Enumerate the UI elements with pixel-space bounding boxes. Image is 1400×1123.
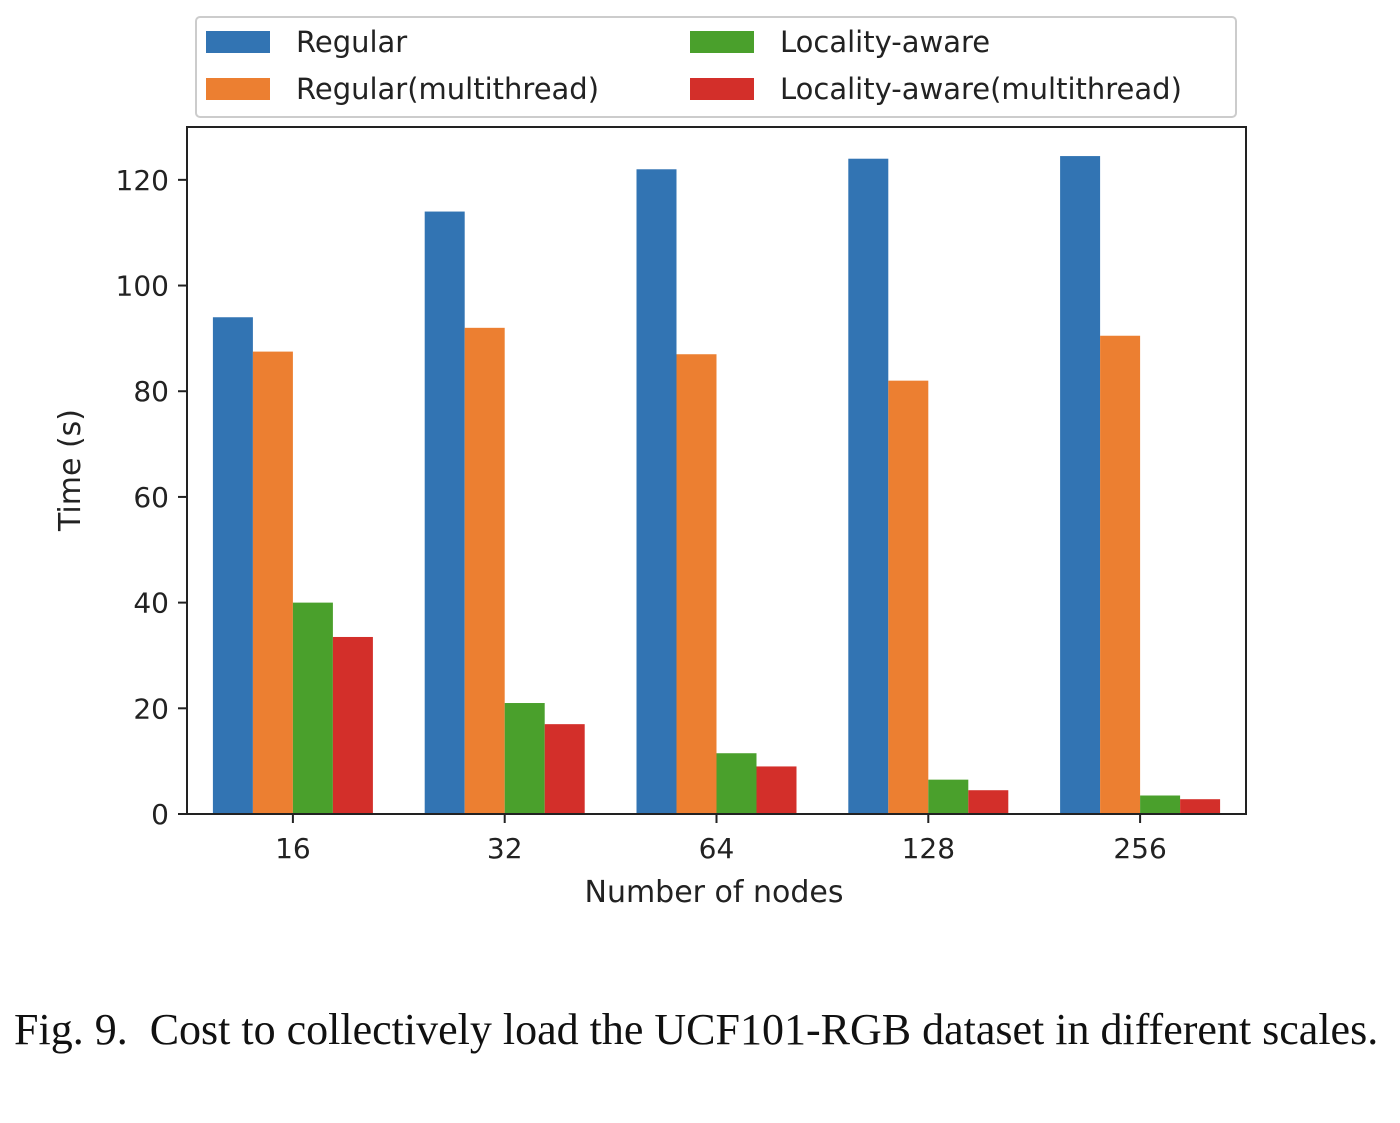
bar-locality-aware-multithread-32	[544, 724, 585, 814]
bar-locality-aware-64	[716, 753, 757, 814]
bar-locality-aware-multithread-128	[968, 790, 1009, 814]
figure-caption: Fig. 9. Cost to collectively load the UCF…	[14, 1000, 1386, 1060]
bar-locality-aware-16	[292, 602, 333, 814]
bar-regular-multithread-256	[1100, 335, 1141, 814]
bar-regular-multithread-128	[888, 380, 929, 814]
x-tick-label-128: 128	[902, 832, 955, 865]
legend: Regular Regular(multithread) Locality-awar…	[195, 16, 1237, 118]
y-tick-label-120: 120	[116, 164, 169, 197]
plot-area	[186, 126, 1247, 815]
x-tick-label-16: 16	[275, 832, 311, 865]
legend-label-regular-multithread: Regular(multithread)	[296, 72, 599, 106]
bar-regular-32	[424, 211, 465, 815]
bar-regular-multithread-64	[676, 354, 717, 814]
legend-swatch-locality-aware-multithread	[690, 78, 754, 100]
legend-swatch-locality-aware	[690, 31, 754, 53]
chart-svg: Regular Regular(multithread) Locality-awar…	[53, 16, 1247, 910]
bar-regular-multithread-16	[252, 351, 293, 814]
caption-label: Fig. 9.	[14, 1005, 128, 1054]
y-tick-label-0: 0	[151, 798, 169, 831]
legend-box	[195, 16, 1237, 118]
x-tick-label-32: 32	[487, 832, 523, 865]
y-tick-label-80: 80	[133, 375, 169, 408]
bar-regular-256	[1060, 156, 1101, 814]
y-axis-label: Time (s)	[53, 409, 88, 532]
x-axis-label: Number of nodes	[585, 875, 844, 910]
bar-locality-aware-multithread-16	[332, 636, 373, 814]
y-tick-label-60: 60	[133, 481, 169, 514]
legend-label-regular: Regular	[296, 25, 407, 59]
x-tick-label-64: 64	[699, 832, 735, 865]
caption-text: Cost to collectively load the UCF101-RGB…	[149, 1005, 1379, 1054]
bar-regular-multithread-32	[464, 327, 505, 814]
x-axis: 16 32 64 128 256	[275, 814, 1167, 865]
bar-locality-aware-32	[504, 703, 545, 814]
bar-regular-128	[848, 158, 889, 814]
legend-swatch-regular-multithread	[206, 78, 270, 100]
y-tick-label-40: 40	[133, 587, 169, 620]
bar-chart: Regular Regular(multithread) Locality-awar…	[53, 16, 1247, 910]
y-tick-label-100: 100	[116, 270, 169, 303]
legend-swatch-regular	[206, 31, 270, 53]
bar-regular-64	[636, 169, 677, 814]
bar-regular-16	[212, 317, 253, 814]
y-tick-label-20: 20	[133, 692, 169, 725]
legend-label-locality-aware-multithread: Locality-aware(multithread)	[780, 72, 1182, 106]
y-axis: 0 20 40 60 80 100 120	[116, 164, 187, 831]
bar-locality-aware-128	[928, 779, 969, 814]
bar-locality-aware-256	[1140, 795, 1181, 814]
legend-label-locality-aware: Locality-aware	[780, 25, 990, 59]
bar-locality-aware-multithread-64	[756, 766, 797, 814]
x-tick-label-256: 256	[1113, 832, 1166, 865]
bar-locality-aware-multithread-256	[1180, 799, 1221, 814]
